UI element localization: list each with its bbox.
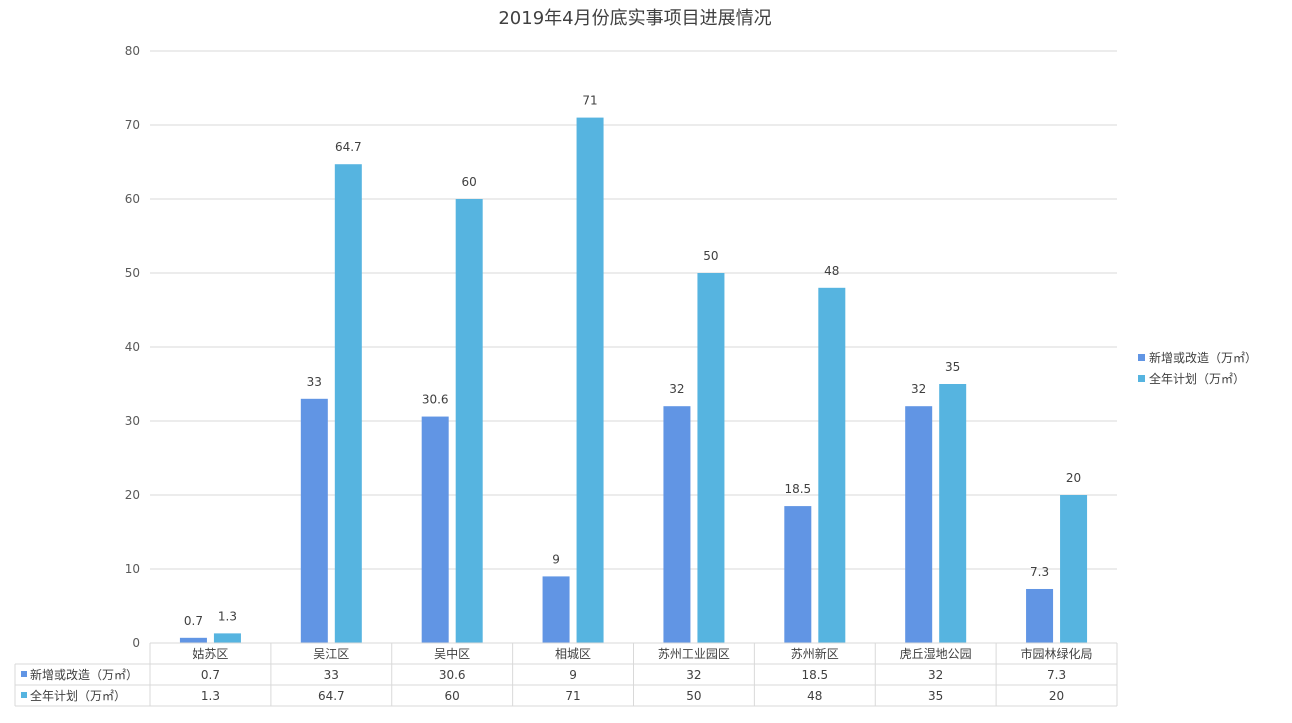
bar-plan xyxy=(697,273,725,643)
y-axis: 0 10 20 30 40 50 60 70 80 xyxy=(125,44,140,650)
data-labels: 0.7 1.3 33 64.7 30.6 60 9 71 32 50 18.5 48 32 35 7.3 20 xyxy=(184,94,1081,628)
table-cell: 7.3 xyxy=(1047,668,1066,682)
data-label: 32 xyxy=(911,382,926,396)
bar-plan xyxy=(939,384,967,643)
bar-plan xyxy=(334,164,362,643)
data-label: 33 xyxy=(307,375,322,389)
data-label: 7.3 xyxy=(1030,565,1049,579)
chart-title: 2019年4月份底实事项目进展情况 xyxy=(498,8,771,29)
data-label: 60 xyxy=(462,175,477,189)
y-tick-label: 10 xyxy=(125,562,140,576)
table-series-name: 新增或改造（万㎡） xyxy=(30,667,138,682)
category-label: 市园林绿化局 xyxy=(1021,646,1093,661)
y-tick-label: 20 xyxy=(125,488,140,502)
category-label: 吴江区 xyxy=(313,647,349,661)
table-cell: 32 xyxy=(928,668,943,682)
bar-plan xyxy=(213,633,241,643)
bar-actual xyxy=(179,637,207,643)
bar-actual xyxy=(1026,588,1054,643)
table-cell: 71 xyxy=(565,689,580,703)
table-cell: 30.6 xyxy=(439,668,466,682)
y-tick-label: 30 xyxy=(125,414,140,428)
category-label: 苏州新区 xyxy=(791,646,839,661)
table-cell: 33 xyxy=(324,668,339,682)
data-label: 32 xyxy=(669,382,684,396)
bar-actual xyxy=(300,398,328,643)
bar-actual xyxy=(421,416,449,643)
y-tick-label: 80 xyxy=(125,44,140,58)
category-label: 吴中区 xyxy=(434,646,470,661)
bar-actual xyxy=(663,406,691,643)
data-label: 0.7 xyxy=(184,614,203,628)
bar-plan xyxy=(576,117,604,644)
data-label: 64.7 xyxy=(335,140,362,154)
category-label: 相城区 xyxy=(555,647,591,661)
bar-plan xyxy=(455,199,483,643)
data-table: 姑苏区 吴江区 吴中区 相城区 苏州工业园区 苏州新区 虎丘湿地公园 市园林绿化局新增或改造（… xyxy=(14,642,1118,707)
data-label: 35 xyxy=(945,360,960,374)
table-cell: 50 xyxy=(686,689,701,703)
data-label: 9 xyxy=(552,552,560,566)
bar-actual xyxy=(784,506,812,643)
table-legend-key xyxy=(21,671,27,677)
table-cell: 60 xyxy=(445,689,460,703)
data-label: 71 xyxy=(582,94,597,108)
table-cell: 64.7 xyxy=(318,689,345,703)
legend-label: 新增或改造（万㎡） xyxy=(1149,350,1257,365)
table-cell: 0.7 xyxy=(201,668,220,682)
category-label: 虎丘湿地公园 xyxy=(900,646,972,661)
y-tick-label: 40 xyxy=(125,340,140,354)
table-series-name: 全年计划（万㎡） xyxy=(30,688,126,703)
bar-plan xyxy=(818,287,846,643)
bars xyxy=(179,117,1088,644)
table-cell: 32 xyxy=(686,668,701,682)
table-cell: 9 xyxy=(569,668,577,682)
gridlines xyxy=(150,50,1117,644)
table-cell: 20 xyxy=(1049,689,1064,703)
bar-plan xyxy=(1060,495,1088,643)
table-cell: 1.3 xyxy=(201,689,220,703)
data-label: 1.3 xyxy=(218,609,237,623)
bar-actual xyxy=(542,576,570,643)
category-label: 苏州工业园区 xyxy=(658,647,730,661)
y-tick-label: 50 xyxy=(125,266,140,280)
data-label: 20 xyxy=(1066,471,1081,485)
y-tick-label: 60 xyxy=(125,192,140,206)
data-label: 48 xyxy=(824,264,839,278)
y-tick-label: 0 xyxy=(132,636,140,650)
legend-swatch xyxy=(1138,375,1145,382)
legend-swatch xyxy=(1138,354,1145,361)
table-cell: 48 xyxy=(807,689,822,703)
table-cell: 35 xyxy=(928,689,943,703)
data-label: 30.6 xyxy=(422,393,449,407)
legend-label: 全年计划（万㎡） xyxy=(1149,371,1245,386)
table-legend-key xyxy=(21,692,27,698)
data-label: 50 xyxy=(703,249,718,263)
table-cell: 18.5 xyxy=(801,668,828,682)
y-tick-label: 70 xyxy=(125,118,140,132)
data-label: 18.5 xyxy=(784,482,811,496)
legend: 新增或改造（万㎡） 全年计划（万㎡） xyxy=(1138,350,1257,386)
bar-actual xyxy=(905,406,933,643)
category-label: 姑苏区 xyxy=(192,647,228,661)
